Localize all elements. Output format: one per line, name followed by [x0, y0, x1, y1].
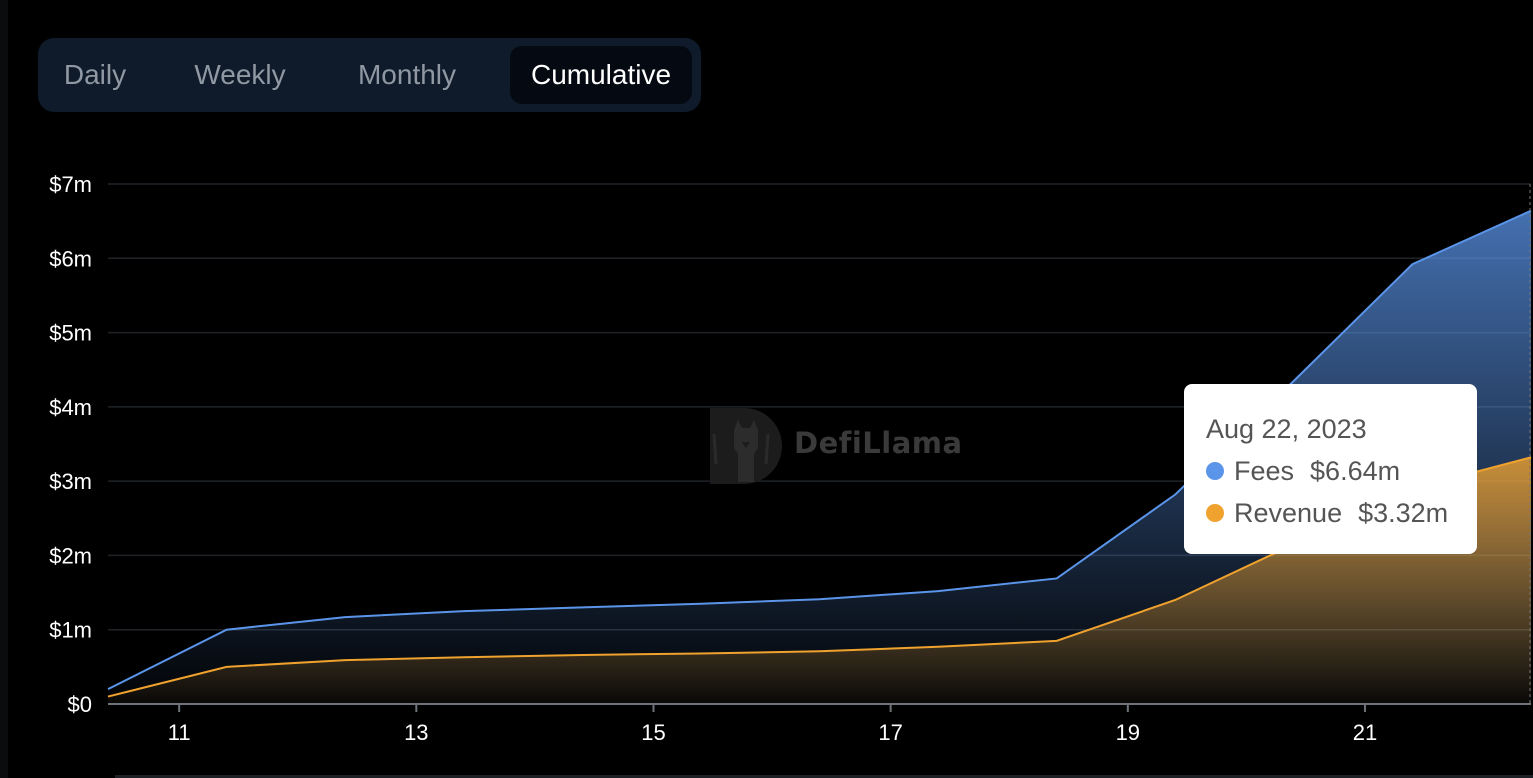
y-tick-label: $3m — [49, 469, 92, 494]
area-revenue — [108, 457, 1531, 704]
defillama-watermark: DefiLlama — [708, 404, 962, 486]
x-tick-label: 15 — [641, 720, 665, 745]
y-tick-label: $2m — [49, 543, 92, 568]
llama-logo-icon — [710, 408, 782, 484]
area-fees — [108, 210, 1531, 704]
panel-left-edge — [0, 0, 8, 778]
x-tick-label: 17 — [878, 720, 902, 745]
chart-tooltip: Aug 22, 2023 Fees $6.64m Revenue $3.32m — [1184, 384, 1477, 554]
y-axis-labels: $0 $1m $2m $3m $4m $5m $6m $7m — [49, 172, 92, 717]
tooltip-series-name: Fees — [1234, 456, 1295, 486]
tooltip-series-name: Revenue — [1234, 498, 1343, 528]
y-tick-label: $4m — [49, 395, 92, 420]
tab-monthly[interactable]: Monthly — [357, 59, 457, 90]
tooltip-series-value: $6.64m — [1310, 456, 1401, 486]
y-tick-label: $5m — [49, 321, 92, 346]
watermark-text: DefiLlama — [794, 426, 963, 460]
x-tick-label: 19 — [1116, 720, 1140, 745]
tooltip-row-fees: Fees $6.64m — [1206, 450, 1477, 492]
y-tick-label: $6m — [49, 246, 92, 271]
line-fees — [107, 209, 1532, 691]
y-tick-label: $7m — [49, 172, 92, 197]
x-tick-label: 21 — [1353, 720, 1377, 745]
x-tick-label: 11 — [168, 720, 191, 745]
period-tabs: Daily Weekly Monthly Cumulative — [38, 38, 701, 112]
tab-daily[interactable]: Daily — [63, 59, 127, 90]
y-tick-label: $1m — [49, 618, 92, 643]
tab-weekly[interactable]: Weekly — [194, 59, 286, 90]
panel-bottom-edge — [115, 775, 1533, 778]
x-axis: 11 13 15 17 19 21 — [108, 703, 1531, 745]
revenue-legend-dot — [1206, 504, 1224, 522]
tooltip-series-value: $3.32m — [1358, 498, 1449, 528]
fees-legend-dot — [1206, 462, 1224, 480]
tab-cumulative[interactable]: Cumulative — [510, 46, 692, 104]
y-tick-label: $0 — [68, 692, 92, 717]
x-tick-label: 13 — [404, 720, 428, 745]
tooltip-row-revenue: Revenue $3.32m — [1206, 492, 1477, 534]
tooltip-date: Aug 22, 2023 — [1206, 414, 1367, 444]
